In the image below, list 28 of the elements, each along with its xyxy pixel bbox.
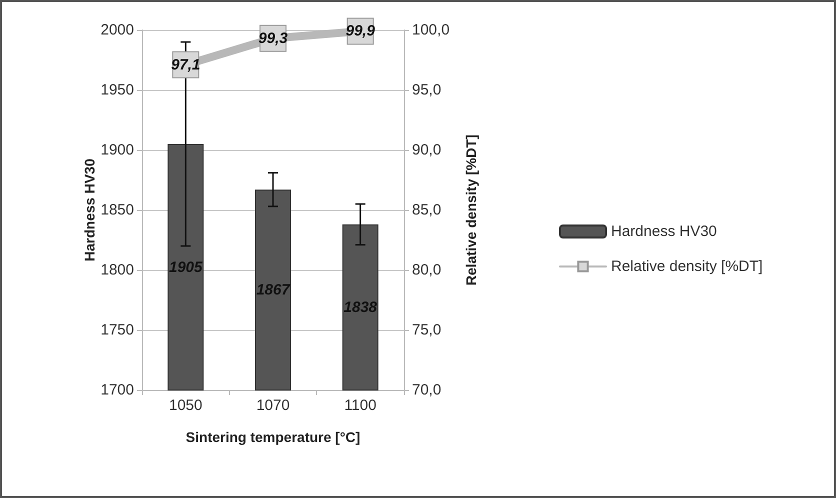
x-tick-label: 1070: [256, 397, 290, 414]
data-label: 99,9: [346, 22, 376, 40]
data-label: 1867: [256, 282, 290, 299]
x-tick-label: 1100: [344, 397, 376, 414]
y2-tick-label: 85,0: [412, 202, 442, 218]
x-tick-label: 1050: [168, 397, 202, 414]
y2-tick-label: 100,0: [412, 22, 450, 38]
y-tick-label: 1800: [100, 262, 134, 278]
y2-tick-label: 80,0: [412, 262, 442, 278]
data-label: 1905: [168, 258, 204, 276]
data-label: 99,3: [258, 30, 288, 47]
data-label: 1838: [344, 298, 378, 316]
y-tick-label: 1950: [100, 82, 134, 98]
y-tick-label: 1700: [100, 382, 134, 398]
y2-tick-label: 90,0: [412, 142, 442, 158]
y-tick-label: 1850: [100, 202, 134, 218]
legend-label: Relative density [%DT]: [611, 258, 763, 275]
data-label: 97,1: [171, 56, 200, 74]
y2-tick-label: 95,0: [412, 82, 442, 98]
x-axis-title: Sintering temperature [°C]: [186, 429, 360, 445]
legend-label: Hardness HV30: [611, 223, 717, 240]
y-tick-label: 2000: [100, 22, 134, 38]
y2-tick-label: 75,0: [412, 322, 442, 338]
y2-axis-title: Relative density [%DT]: [463, 134, 479, 286]
y-tick-label: 1750: [100, 322, 134, 338]
y-tick-label: 1900: [100, 142, 134, 158]
y2-tick-label: 70,0: [412, 382, 442, 398]
y-axis-title: Hardness HV30: [82, 158, 98, 262]
